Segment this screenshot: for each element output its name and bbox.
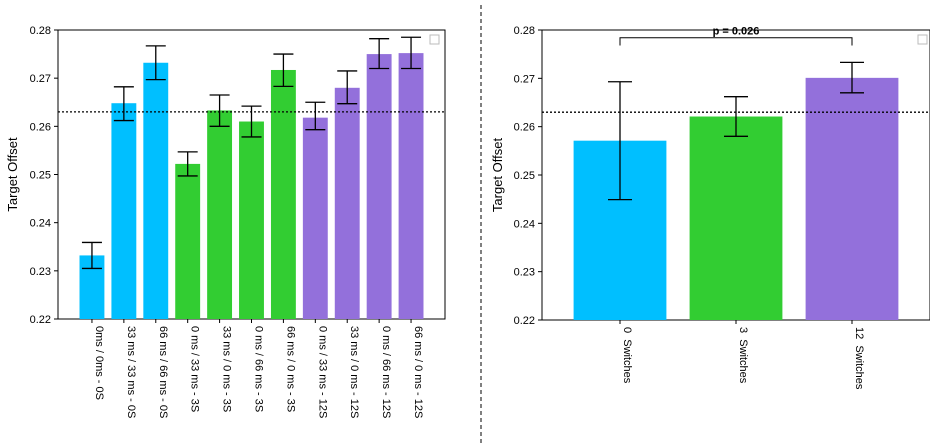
ytick-label: 0.24 — [514, 218, 535, 230]
left-yticks: 0.22 0.23 0.24 0.25 0.26 0.27 0.28 — [30, 25, 58, 326]
ytick-label: 0.23 — [30, 266, 51, 278]
right-legend-box — [917, 34, 928, 45]
xtick-label: 66 ms / 0 ms - 3S — [284, 326, 296, 412]
bar — [270, 69, 296, 319]
xtick-label: 0ms / 0ms - 0S — [93, 326, 105, 400]
left-legend-box — [429, 34, 440, 45]
bar — [239, 121, 264, 320]
p-value-label: p = 0.026 — [713, 26, 760, 38]
left-bars — [79, 36, 424, 320]
left-xticks: 0ms / 0ms - 0S 33 ms / 33 ms - 0S 66 ms / … — [91, 319, 424, 418]
xtick-label: 33 ms / 0 ms - 12S — [348, 326, 360, 418]
xtick-label: 33 ms / 0 ms - 3S — [221, 326, 233, 412]
xtick-label: 66 ms / 0 ms - 12S — [412, 326, 424, 418]
right-yticks: 0.22 0.23 0.24 0.25 0.26 0.27 0.28 — [514, 25, 542, 327]
ytick-label: 0.22 — [514, 315, 535, 327]
bar — [143, 62, 169, 320]
bar — [111, 103, 137, 319]
xtick-label: 0 ms / 33 ms - 3S — [189, 326, 201, 412]
ytick-label: 0.28 — [514, 25, 535, 37]
xtick-label: 0 Switches — [621, 327, 633, 384]
ytick-label: 0.28 — [30, 25, 51, 37]
xtick-label: 0 ms / 66 ms - 3S — [253, 326, 265, 412]
xtick-label: 12 Switches — [853, 327, 865, 390]
bar — [398, 53, 424, 320]
bar — [207, 110, 233, 320]
ytick-label: 0.27 — [30, 73, 51, 85]
right-xticks: 0 Switches 3 Switches 12 Switches — [619, 320, 865, 390]
xtick-label: 0 ms / 33 ms - 12S — [316, 326, 328, 418]
right-chart: Target Offset 0.220.230.240.250.260.270.… — [490, 25, 930, 390]
bar — [366, 54, 392, 319]
ytick-label: 0.25 — [30, 170, 51, 182]
ytick-label: 0.27 — [514, 73, 535, 85]
ytick-label: 0.26 — [30, 121, 51, 133]
xtick-label: 3 Switches — [737, 327, 749, 384]
right-ylabel: Target Offset — [490, 138, 505, 213]
ytick-label: 0.25 — [514, 170, 535, 182]
left-chart: Target Offset 0.220.230.240.250.260.270.… — [5, 25, 446, 418]
bar — [302, 117, 328, 319]
left-ylabel: Target Offset — [5, 137, 20, 212]
significance-bracket — [619, 37, 853, 46]
bar — [689, 116, 783, 321]
bar — [334, 87, 360, 319]
bar — [805, 77, 899, 320]
ytick-label: 0.24 — [30, 218, 51, 230]
xtick-label: 0 ms / 66 ms - 12S — [380, 326, 392, 418]
ytick-label: 0.23 — [514, 267, 535, 279]
xtick-label: 33 ms / 33 ms - 0S — [125, 326, 137, 418]
ytick-label: 0.22 — [30, 314, 51, 326]
significance-annotation: p = 0.026 — [619, 26, 853, 46]
bar — [175, 163, 201, 319]
ytick-label: 0.26 — [514, 122, 535, 134]
xtick-label: 66 ms / 66 ms - 0S — [157, 326, 169, 418]
right-bars — [573, 61, 899, 321]
